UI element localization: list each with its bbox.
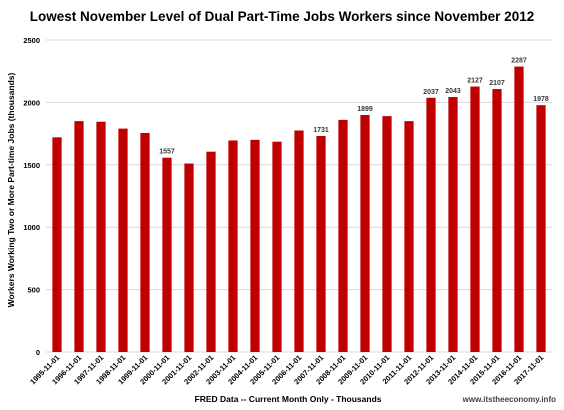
data-label: 2127 [467,78,483,85]
bar-2010-11-01 [382,116,392,353]
bar-2016-11-01 [514,66,524,352]
bar-2012-11-01 [426,97,436,352]
bar-2007-11-01 [316,135,326,352]
data-label: 2287 [511,58,527,65]
bar-2009-11-01 [360,115,370,353]
bar-2005-11-01 [272,141,282,352]
data-label: 1899 [357,106,373,113]
chart-title: Lowest November Level of Dual Part-Time … [30,9,534,24]
bar-2011-11-01 [404,121,414,353]
data-label: 2043 [445,88,461,95]
bars [52,66,546,353]
data-labels: 1557 1731 1899 2037 2043 2127 2107 2287 1978 [159,58,549,156]
data-label: 1557 [159,149,175,156]
bar-2001-11-01 [184,163,194,352]
data-label: 2037 [423,89,439,96]
bar-2000-11-01 [162,157,172,352]
y-tick-label: 0 [36,348,40,357]
y-tick-label: 2500 [23,36,40,45]
bar-1998-11-01 [118,128,128,352]
bar-2003-11-01 [228,140,238,352]
bar-2004-11-01 [250,139,260,352]
watermark-text: www.itstheeconomy.info [462,395,556,404]
y-tick-label: 2000 [23,98,40,107]
y-tick-label: 500 [27,286,40,295]
bar-1996-11-01 [74,121,84,353]
bar-2017-11-01 [536,105,546,352]
bar-2002-11-01 [206,151,216,352]
bar-1999-11-01 [140,132,150,352]
x-axis-ticks: 1995-11-011996-11-011997-11-011998-11-01… [28,353,545,386]
bar-2013-11-01 [448,97,458,352]
bar-2006-11-01 [294,130,304,352]
bar-2008-11-01 [338,119,348,352]
y-tick-label: 1000 [23,223,40,232]
data-label: 1731 [313,127,329,134]
y-tick-label: 1500 [23,161,40,170]
x-axis-caption: FRED Data -- Current Month Only - Thousa… [195,394,382,404]
y-axis-ticks: 0 500 1000 1500 2000 2500 [23,36,40,357]
bar-2014-11-01 [470,86,480,352]
bar-1997-11-01 [96,121,106,352]
data-label: 1978 [533,96,549,103]
y-axis-label: Workers Working Two or More Part-time Jo… [6,72,16,307]
bar-2015-11-01 [492,89,502,353]
data-label: 2107 [489,80,505,87]
bar-1995-11-01 [52,137,62,352]
